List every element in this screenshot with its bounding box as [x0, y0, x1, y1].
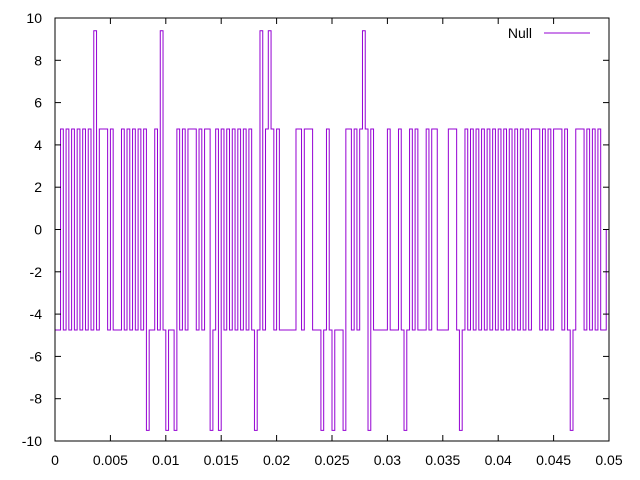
y-tick-label: -2 — [30, 264, 43, 280]
y-tick-label: 8 — [34, 52, 42, 68]
x-tick-label: 0.045 — [536, 452, 571, 468]
x-tick-label: 0.015 — [204, 452, 239, 468]
x-tick-label: 0.03 — [374, 452, 401, 468]
x-tick-label: 0.01 — [152, 452, 179, 468]
legend-label: Null — [508, 25, 532, 41]
y-tick-label: -8 — [30, 391, 43, 407]
x-tick-label: 0.025 — [314, 452, 349, 468]
x-tick-label: 0.04 — [485, 452, 512, 468]
y-tick-label: 2 — [34, 179, 42, 195]
x-tick-label: 0.005 — [93, 452, 128, 468]
y-tick-label: -4 — [30, 306, 43, 322]
legend: Null — [508, 25, 590, 41]
x-tick-label: 0.05 — [595, 452, 622, 468]
series-line-null — [54, 30, 609, 431]
x-tick-label: 0.02 — [263, 452, 290, 468]
y-tick-label: -10 — [22, 433, 42, 449]
x-tick-label: 0.035 — [425, 452, 460, 468]
series-layer — [54, 30, 609, 431]
y-tick-label: 10 — [26, 10, 42, 26]
y-tick-label: 0 — [34, 222, 42, 238]
y-tick-label: 6 — [34, 95, 42, 111]
x-tick-label: 0 — [51, 452, 59, 468]
ticks-layer: 0 0.005 0.01 0.015 0.02 0.025 0.03 0.035 0.04 0.0… — [22, 10, 623, 468]
y-tick-label: 4 — [34, 137, 42, 153]
y-tick-label: -6 — [30, 348, 43, 364]
